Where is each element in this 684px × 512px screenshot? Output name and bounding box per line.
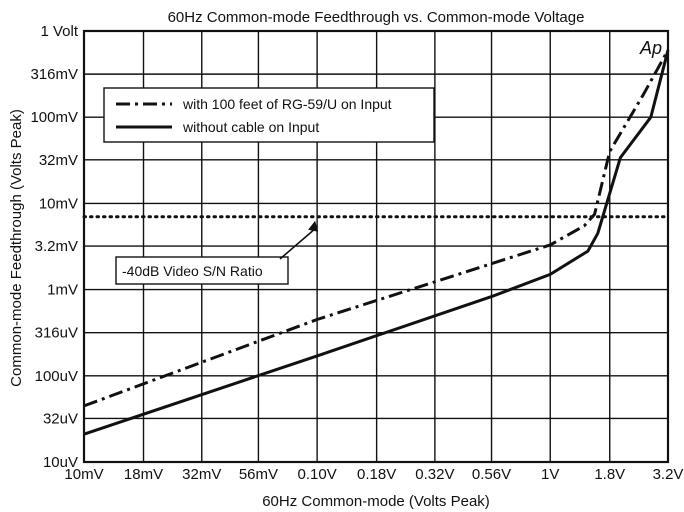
y-tick-label: 32uV — [43, 410, 78, 427]
legend-label-0: with 100 feet of RG-59/U on Input — [182, 96, 392, 112]
annotation-arrowhead — [308, 220, 319, 232]
x-tick-label: 0.18V — [357, 466, 396, 483]
x-tick-label: 18mV — [124, 466, 163, 483]
annotation: -40dB Video S/N Ratio — [115, 220, 319, 285]
series-line-0 — [83, 49, 670, 408]
x-tick-label: 1V — [541, 466, 559, 483]
chart-title: 60Hz Common-mode Feedthrough vs. Common-… — [168, 9, 585, 26]
y-tick-label: 32mV — [39, 152, 78, 169]
annotation-box — [115, 256, 289, 285]
x-tick-label: 32mV — [182, 466, 221, 483]
y-tick-label: 1 Volt — [40, 23, 78, 40]
plot-frame — [82, 29, 670, 464]
x-tick-label: 3.2V — [653, 466, 684, 483]
y-tick-label: 316mV — [30, 66, 78, 83]
x-axis-label: 60Hz Common-mode (Volts Peak) — [262, 493, 490, 510]
y-tick-label: 100uV — [35, 368, 78, 385]
legend-label-1: without cable on Input — [182, 119, 319, 135]
annotation-arrow-line — [279, 228, 316, 260]
series-line-1 — [83, 49, 670, 436]
x-tick-label: 56mV — [239, 466, 278, 483]
y-axis-label: Common-mode Feedthrough (Volts Peak) — [8, 109, 25, 387]
ap-logo: Ap — [639, 38, 662, 58]
y-tick-label: 1mV — [47, 282, 78, 299]
annotation-text: -40dB Video S/N Ratio — [122, 263, 263, 279]
legend: with 100 feet of RG-59/U on Input without… — [103, 87, 435, 143]
y-tick-label: 3.2mV — [35, 238, 78, 255]
x-tick-label: 0.56V — [472, 466, 511, 483]
y-tick-label: 316uV — [35, 325, 78, 342]
x-tick-label: 10mV — [64, 466, 103, 483]
x-tick-label: 0.32V — [415, 466, 454, 483]
legend-box — [103, 87, 435, 143]
y-tick-label: 10uV — [43, 454, 78, 471]
x-tick-label: 0.10V — [298, 466, 337, 483]
x-tick-label: 1.8V — [594, 466, 625, 483]
y-tick-label: 10mV — [39, 195, 78, 212]
y-tick-label: 100mV — [30, 109, 78, 126]
